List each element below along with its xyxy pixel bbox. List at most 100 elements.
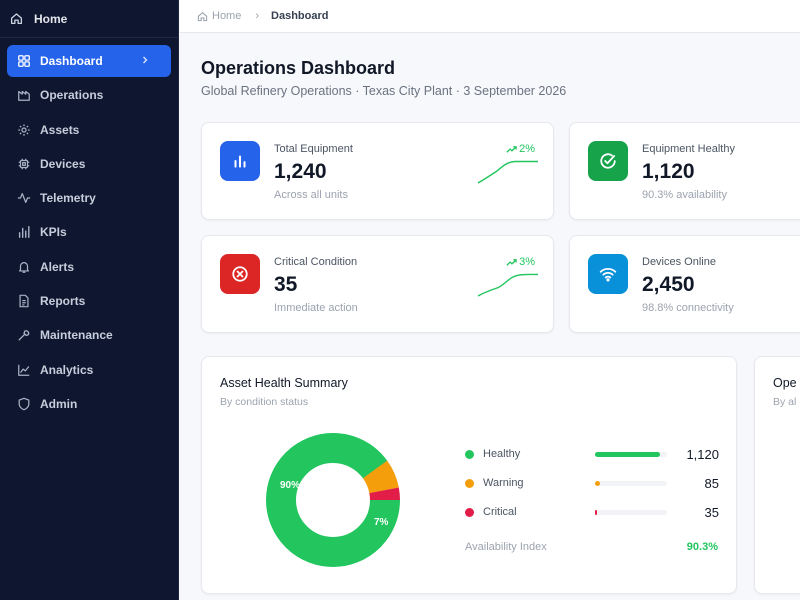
section-title: Asset Health Summary <box>220 376 348 390</box>
legend-row-healthy: Healthy 1,120 <box>465 446 719 462</box>
legend-value: 35 <box>704 504 719 520</box>
next-panel-card: Ope By al <box>754 356 800 594</box>
legend-bar-track <box>595 480 667 486</box>
stat-value: 1,120 <box>642 160 695 183</box>
sidebar-item-admin[interactable]: Admin <box>7 388 171 420</box>
breadcrumb-home[interactable]: Home <box>197 10 241 22</box>
sidebar-item-label: Devices <box>40 156 86 171</box>
legend-bar-fill <box>595 451 660 457</box>
sidebar-item-label: Assets <box>40 122 80 137</box>
document-icon <box>19 294 29 308</box>
page-title: Operations Dashboard <box>201 58 396 78</box>
sparkline <box>477 273 539 297</box>
trend-badge: 2% <box>506 143 535 155</box>
legend-dot <box>465 449 474 459</box>
legend-bar-fill <box>595 509 597 515</box>
section-subtitle: By condition status <box>220 396 309 408</box>
donut-segment-healthy <box>266 433 400 567</box>
legend-row-warning: Warning 85 <box>465 475 719 491</box>
bell-icon <box>19 261 29 273</box>
breadcrumb-home-label: Home <box>212 10 242 22</box>
sidebar-item-kpis[interactable]: KPIs <box>7 216 171 248</box>
legend-dot <box>465 478 474 488</box>
trend-up-icon <box>506 145 517 153</box>
sidebar-item-label: Alerts <box>40 259 75 274</box>
legend-bar-track <box>595 509 667 515</box>
stat-card-critical-condition[interactable]: Critical Condition 35 Immediate action 3… <box>201 235 554 333</box>
donut-segment-critical <box>266 433 400 567</box>
stat-value: 35 <box>274 273 298 296</box>
home-icon <box>10 13 23 25</box>
sidebar-home[interactable]: Home <box>0 0 178 38</box>
shield-icon <box>18 397 30 411</box>
wifi-icon <box>588 254 628 294</box>
sidebar-item-dashboard[interactable]: Dashboard <box>7 45 171 77</box>
sidebar-item-label: Operations <box>40 88 104 103</box>
asset-health-summary-card: Asset Health Summary By condition status… <box>201 356 737 594</box>
section-title: Ope <box>773 376 797 390</box>
home-icon <box>197 11 208 21</box>
donut-label-healthy: 90% <box>280 480 300 491</box>
sidebar-item-maintenance[interactable]: Maintenance <box>7 319 171 351</box>
trend-value: 3% <box>519 256 535 268</box>
grid-icon <box>18 55 30 67</box>
donut-label-warning: 7% <box>374 517 389 528</box>
stat-label: Critical Condition <box>274 256 358 268</box>
chevron-right-icon <box>143 56 148 64</box>
wrench-icon <box>18 330 30 341</box>
sidebar-item-label: Maintenance <box>40 328 113 343</box>
donut-segment-warning <box>266 433 400 567</box>
stat-card-devices-online[interactable]: Devices Online 2,450 98.8% connectivity <box>569 235 800 333</box>
legend-value: 85 <box>704 475 719 491</box>
trend-badge: 3% <box>506 256 535 268</box>
chip-icon <box>18 158 30 170</box>
sidebar-item-assets[interactable]: Assets <box>7 114 171 146</box>
page-subtitle: Global Refinery Operations · Texas City … <box>201 84 567 98</box>
pulse-icon <box>17 193 31 204</box>
sidebar-item-label: Analytics <box>40 362 94 377</box>
stat-label: Total Equipment <box>274 143 353 155</box>
sidebar-item-telemetry[interactable]: Telemetry <box>7 182 171 214</box>
stat-value: 1,240 <box>274 160 327 183</box>
stat-label: Devices Online <box>642 256 716 268</box>
sidebar-item-reports[interactable]: Reports <box>7 285 171 317</box>
stat-card-total-equipment[interactable]: Total Equipment 1,240 Across all units 2… <box>201 122 554 220</box>
section-subtitle: By al <box>773 396 797 408</box>
chevron-right-icon: › <box>255 10 260 22</box>
legend-dot <box>465 507 474 517</box>
legend-name: Warning <box>483 477 524 489</box>
stat-note: 90.3% availability <box>642 189 727 201</box>
sidebar-home-label: Home <box>34 11 68 26</box>
sidebar-item-label: KPIs <box>40 225 67 240</box>
availability-index-label: Availability Index <box>465 541 547 553</box>
gear-icon <box>18 123 30 136</box>
legend-row-critical: Critical 35 <box>465 504 719 520</box>
trend-up-icon <box>506 258 517 266</box>
stat-card-equipment-healthy[interactable]: Equipment Healthy 1,120 90.3% availabili… <box>569 122 800 220</box>
health-donut-chart: 90% 7% <box>266 433 400 567</box>
availability-index-value: 90.3% <box>686 541 718 553</box>
sparkline <box>477 160 538 184</box>
sidebar-item-label: Telemetry <box>40 191 96 206</box>
line-chart-icon <box>18 364 30 376</box>
stat-note: Across all units <box>274 189 348 201</box>
sidebar-item-alerts[interactable]: Alerts <box>7 251 171 283</box>
sidebar-item-analytics[interactable]: Analytics <box>7 354 171 386</box>
check-circle-icon <box>588 141 628 181</box>
legend-bar-fill <box>595 480 600 486</box>
factory-icon <box>18 91 30 102</box>
breadcrumb-current: Dashboard <box>271 10 329 22</box>
legend-name: Critical <box>483 506 517 518</box>
stat-note: Immediate action <box>274 302 358 314</box>
stat-note: 98.8% connectivity <box>642 302 734 314</box>
trend-value: 2% <box>519 143 535 155</box>
sidebar-item-label: Reports <box>40 294 86 309</box>
breadcrumb: Home › Dashboard <box>180 0 800 33</box>
sidebar: Home Dashboard Operations Assets Devices… <box>0 0 179 600</box>
sidebar-item-label: Dashboard <box>40 54 103 68</box>
sidebar-item-operations[interactable]: Operations <box>7 79 171 111</box>
legend-name: Healthy <box>483 448 521 460</box>
legend-bar-track <box>595 451 667 457</box>
sidebar-item-label: Admin <box>40 396 78 411</box>
sidebar-item-devices[interactable]: Devices <box>7 148 171 180</box>
